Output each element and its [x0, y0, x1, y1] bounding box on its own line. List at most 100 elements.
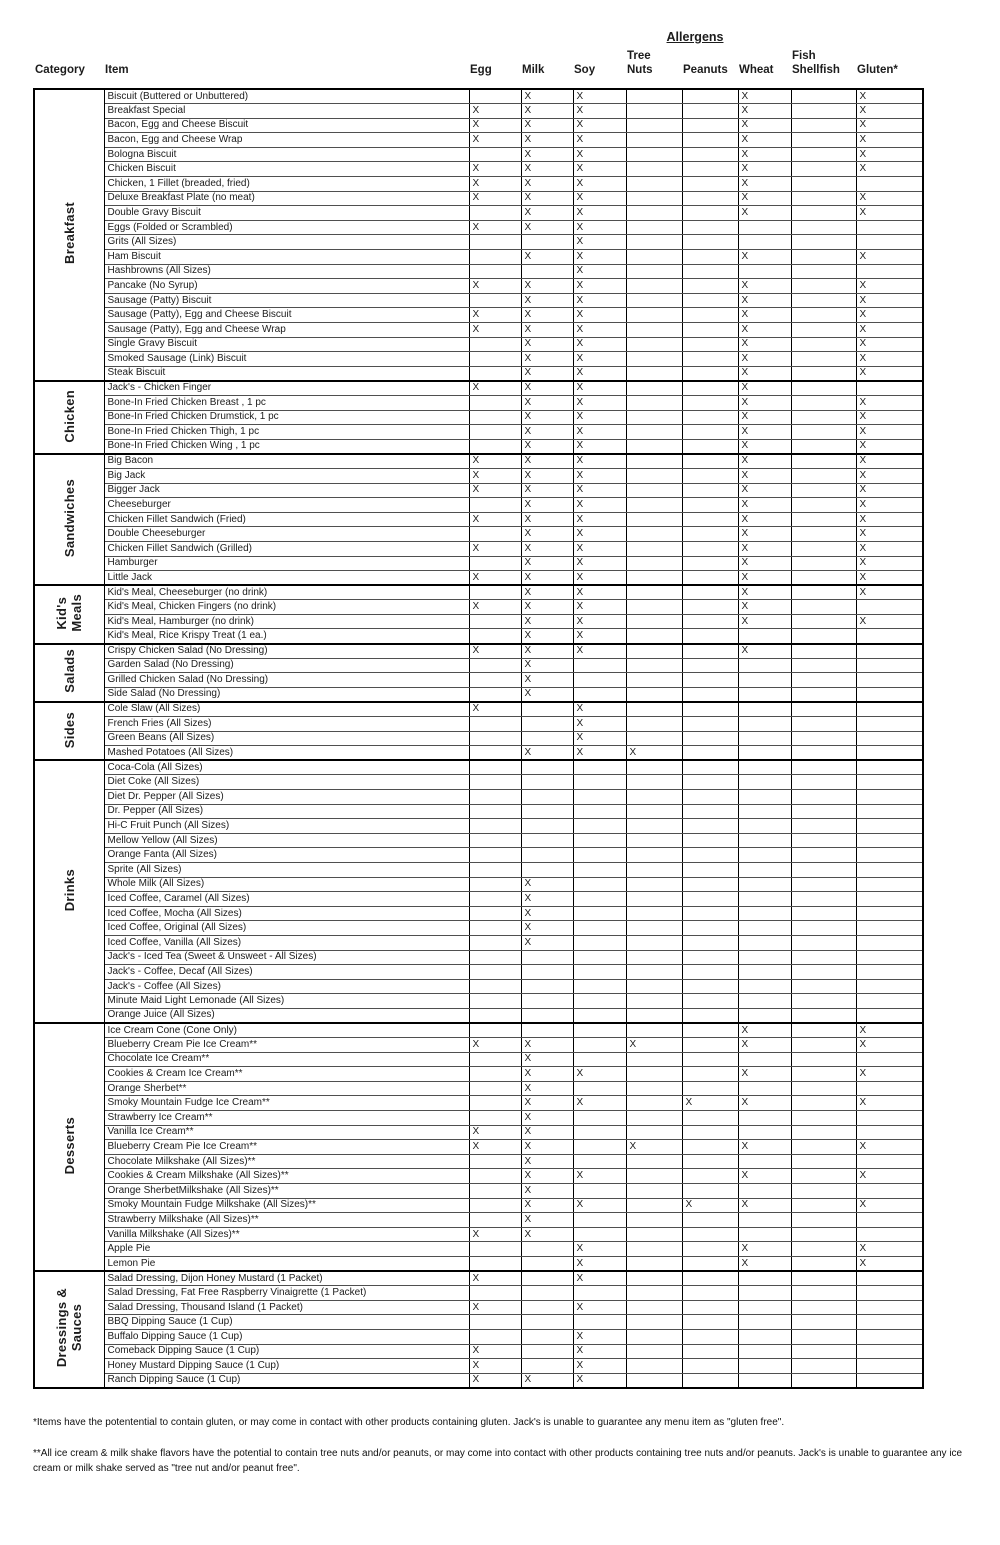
allergen-mark-cell — [572, 978, 627, 995]
table-row: Drinks Coca-Cola (All Sizes) — [33, 759, 924, 1024]
item-name: Salad Dressing, Dijon Honey Mustard (1 P… — [103, 1270, 470, 1287]
allergen-mark-cell — [737, 1051, 792, 1068]
table-row: Dr. Pepper (All Sizes) — [34, 803, 924, 820]
allergen-mark-cell — [468, 292, 522, 309]
allergen-mark-cell — [737, 1183, 792, 1199]
allergen-mark-cell: X — [520, 540, 574, 557]
allergen-mark-cell: X — [572, 1358, 627, 1374]
allergen-mark-cell: X — [855, 1095, 924, 1112]
allergen-mark-cell — [790, 716, 857, 732]
allergen-mark-cell: X — [572, 1343, 627, 1360]
category-label: Sandwiches — [33, 453, 105, 586]
allergen-mark-cell — [625, 1241, 683, 1257]
allergen-mark-cell — [625, 964, 683, 980]
allergen-mark-cell — [625, 1226, 683, 1243]
allergen-mark-cell — [790, 1139, 857, 1155]
allergen-mark-cell: X — [737, 467, 792, 484]
table-row: Bone-In Fried Chicken Breast , 1 pc X X X X — [34, 394, 924, 411]
allergen-mark-cell: X — [855, 1241, 924, 1257]
table-row: Cookies & Cream Milkshake (All Sizes)** X… — [34, 1168, 924, 1185]
allergen-mark-cell — [681, 1241, 739, 1257]
allergen-mark-cell — [468, 1285, 522, 1301]
table-row: Hamburger X X X X — [34, 555, 924, 572]
allergen-mark-cell: X — [520, 176, 574, 192]
allergen-mark-cell: X — [572, 88, 627, 105]
allergen-mark-cell — [790, 467, 857, 484]
allergen-mark-cell — [681, 716, 739, 732]
allergen-mark-cell — [468, 205, 522, 221]
item-name: Strawberry Ice Cream** — [103, 1110, 470, 1126]
allergen-mark-cell: X — [520, 351, 574, 367]
allergen-mark-cell — [625, 774, 683, 790]
allergen-mark-cell: X — [737, 540, 792, 557]
allergen-mark-cell: X — [520, 219, 574, 236]
allergen-mark-cell — [855, 686, 924, 703]
allergen-mark-cell — [625, 1285, 683, 1301]
allergen-mark-cell: X — [468, 643, 522, 659]
allergen-mark-cell — [468, 1051, 522, 1068]
allergen-mark-cell: X — [572, 1372, 627, 1389]
allergen-mark-cell — [468, 745, 522, 761]
allergen-mark-cell — [790, 103, 857, 119]
allergen-mark-cell — [855, 789, 924, 805]
allergen-mark-cell — [855, 1080, 924, 1097]
allergen-mark-cell — [681, 219, 739, 236]
allergen-mark-cell — [790, 1037, 857, 1053]
category-label: Chicken — [33, 380, 105, 455]
allergen-mark-cell — [737, 628, 792, 645]
allergen-mark-cell — [737, 774, 792, 790]
allergen-mark-cell — [468, 818, 522, 834]
allergen-mark-cell: X — [737, 438, 792, 455]
allergen-mark-cell: X — [855, 511, 924, 528]
allergen-mark-cell — [468, 847, 522, 863]
allergen-mark-cell: X — [855, 292, 924, 309]
column-header-soy: Soy — [574, 63, 596, 76]
table-row: Grilled Chicken Salad (No Dressing) X — [34, 672, 924, 688]
allergen-mark-cell: X — [855, 190, 924, 207]
allergen-mark-cell — [572, 949, 627, 966]
allergen-mark-cell: X — [855, 570, 924, 586]
allergen-mark-cell — [625, 511, 683, 528]
item-name: Chicken Fillet Sandwich (Grilled) — [103, 540, 470, 557]
item-name: Kid's Meal, Chicken Fingers (no drink) — [103, 599, 470, 615]
allergen-mark-cell: X — [681, 1197, 739, 1214]
allergen-mark-cell — [625, 190, 683, 207]
allergen-mark-cell: X — [737, 613, 792, 630]
allergen-mark-cell — [790, 745, 857, 761]
allergen-mark-cell — [681, 1080, 739, 1097]
allergen-mark-cell: X — [572, 380, 627, 396]
allergen-mark-cell: X — [737, 132, 792, 148]
table-row: Double Gravy Biscuit X X X X — [34, 205, 924, 221]
allergen-mark-cell: X — [468, 278, 522, 294]
allergen-mark-cell: X — [572, 613, 627, 630]
allergen-mark-cell: X — [572, 482, 627, 499]
table-row: Sausage (Patty) Biscuit X X X X — [34, 292, 924, 309]
allergen-mark-cell — [737, 1270, 792, 1287]
table-row: Bologna Biscuit X X X X — [34, 146, 924, 163]
allergen-mark-cell: X — [572, 1299, 627, 1316]
allergen-mark-cell — [625, 409, 683, 426]
allergen-mark-cell — [790, 497, 857, 513]
allergen-mark-cell — [855, 672, 924, 688]
allergen-mark-cell — [737, 1080, 792, 1097]
allergen-mark-cell: X — [520, 613, 574, 630]
allergen-mark-cell — [520, 1241, 574, 1257]
table-row: Orange Sherbet** X — [34, 1080, 924, 1097]
allergen-mark-cell — [737, 789, 792, 805]
allergen-mark-cell — [790, 380, 857, 396]
allergen-mark-cell — [468, 891, 522, 907]
allergen-mark-cell — [855, 643, 924, 659]
allergen-mark-cell — [790, 394, 857, 411]
allergen-mark-cell — [790, 1226, 857, 1243]
allergen-mark-cell — [790, 351, 857, 367]
item-name: Ranch Dipping Sauce (1 Cup) — [103, 1372, 470, 1389]
allergen-table: Breakfast Biscuit (Buttered or Unbuttered… — [33, 88, 924, 1389]
allergen-mark-cell — [468, 1197, 522, 1214]
allergen-mark-cell: X — [520, 1226, 574, 1243]
allergen-mark-cell: X — [855, 526, 924, 542]
item-name: French Fries (All Sizes) — [103, 716, 470, 732]
allergen-mark-cell: X — [572, 249, 627, 265]
allergen-mark-cell — [681, 1328, 739, 1345]
allergen-mark-cell — [625, 818, 683, 834]
allergen-mark-cell — [625, 628, 683, 645]
